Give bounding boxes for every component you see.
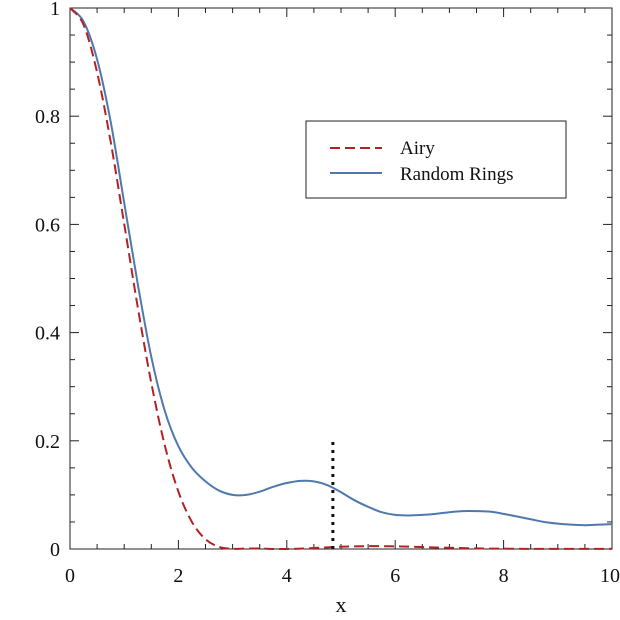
x-tick-label: 8 [499,565,509,587]
x-tick-label: 2 [173,565,183,587]
x-tick-label: 6 [390,565,400,587]
legend-label-random-rings: Random Rings [400,164,513,185]
x-tick-label: 4 [282,565,292,587]
legend-box [305,120,567,199]
y-tick-label: 1 [50,0,60,20]
x-tick-label: 0 [65,565,75,587]
y-tick-label: 0 [50,539,60,561]
series-line-airy [69,7,613,551]
axis-tick-labels: 0 2 4 6 8 10 0 0.2 0.4 0.6 0.8 1 [35,0,620,587]
series-line-random-rings [69,7,613,527]
legend: Airy Random Rings [305,120,567,199]
y-tick-label: 0.8 [35,106,60,128]
plot-area [69,7,613,550]
y-tick-label: 0.2 [35,431,60,453]
series-layer [69,7,613,551]
axis-ticks [69,7,613,550]
x-axis-title: x [336,592,347,617]
legend-label-airy: Airy [400,138,435,159]
y-tick-label: 0.4 [35,323,60,345]
y-tick-label: 0.6 [35,214,60,236]
x-tick-label: 10 [600,565,620,587]
